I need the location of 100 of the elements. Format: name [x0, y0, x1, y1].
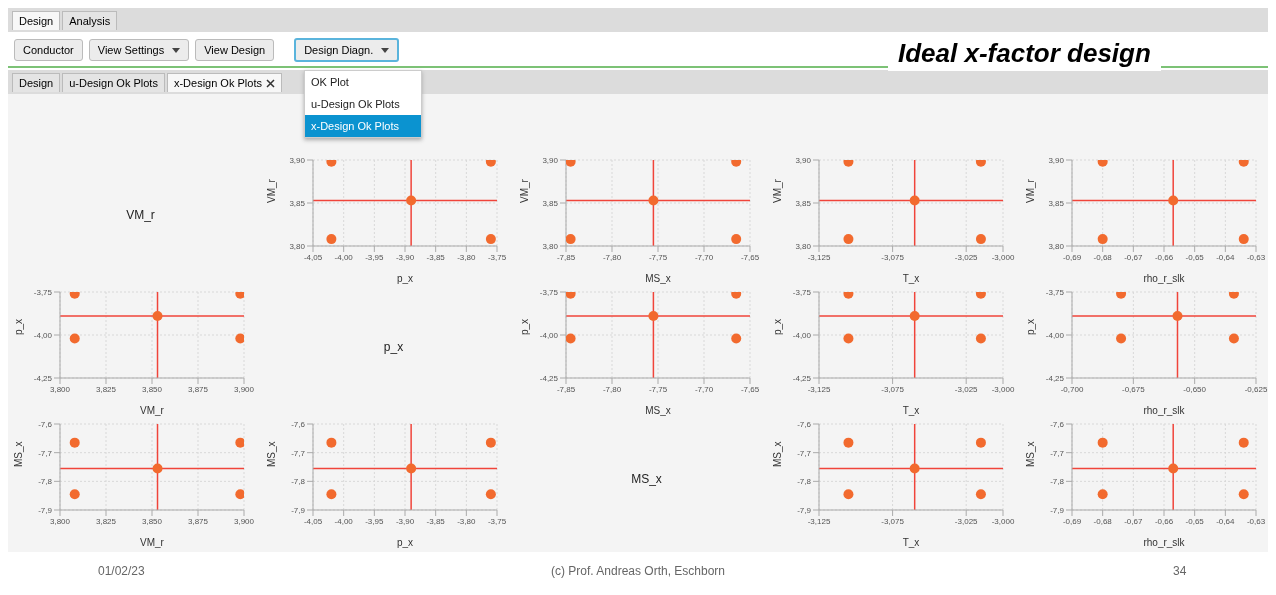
point — [235, 437, 244, 448]
y-tick-label: -7,7 — [38, 448, 53, 458]
x-tick-label: -0,65 — [1185, 252, 1205, 262]
y-axis-title: MS_x — [12, 441, 24, 467]
y-tick-label: 3,80 — [289, 241, 306, 251]
x-tick-label: -3,90 — [395, 252, 415, 262]
y-tick-label: -7,8 — [1050, 477, 1065, 487]
text: p_x — [382, 340, 405, 354]
y-axis-title: MS_x — [265, 441, 277, 467]
x-tick-label: -0,63 — [1246, 252, 1266, 262]
text: (c) Prof. Andreas Orth, Eschborn — [550, 564, 726, 578]
x-tick-label: -0,68 — [1093, 516, 1113, 526]
x-tick-label: -3,85 — [426, 516, 446, 526]
y-tick-label: -7,9 — [291, 505, 306, 515]
text: Analysis — [62, 11, 118, 30]
x-tick-label: -3,125 — [807, 384, 831, 394]
y-tick-label: 3,85 — [1048, 198, 1065, 208]
point — [909, 311, 920, 322]
y-tick-label: -4,25 — [539, 373, 559, 383]
y-tick-label: -3,75 — [33, 287, 53, 297]
y-axis-title: MS_x — [1024, 441, 1036, 467]
y-tick-label: -7,7 — [1050, 448, 1065, 458]
x-tick-label: -3,125 — [807, 516, 831, 526]
y-tick-label: 3,80 — [795, 241, 812, 251]
point — [326, 437, 337, 448]
y-tick-label: -7,8 — [291, 477, 306, 487]
point — [326, 489, 337, 500]
x-tick-label: -7,80 — [602, 384, 622, 394]
x-axis-title: MS_x — [645, 405, 671, 416]
x-tick-label: 3,900 — [233, 384, 255, 394]
x-tick-label: -3,80 — [457, 516, 476, 526]
y-tick-label: -4,25 — [792, 373, 812, 383]
x-tick-label: -3,075 — [881, 384, 905, 394]
x-tick-label: 3,800 — [49, 516, 71, 526]
y-tick-label: -4,00 — [539, 330, 559, 340]
point — [235, 333, 244, 344]
text: x-Design Ok Plots — [166, 73, 282, 92]
x-axis-title: p_x — [396, 537, 414, 548]
point — [1168, 195, 1179, 206]
y-tick-label: 3,80 — [1048, 241, 1065, 251]
point — [843, 489, 854, 500]
x-tick-label: -4,00 — [334, 516, 354, 526]
x-tick-label: -3,025 — [954, 516, 979, 526]
x-tick-label: -3,75 — [487, 252, 507, 262]
point — [1097, 234, 1108, 245]
point — [485, 489, 496, 500]
x-tick-label: -0,64 — [1216, 516, 1235, 526]
y-tick-label: 3,80 — [542, 241, 559, 251]
x-tick-label: -7,80 — [602, 252, 622, 262]
text: 34 — [1173, 564, 1187, 578]
text: Design — [12, 11, 61, 30]
x-axis-title: T_x — [902, 273, 920, 284]
text: x-Design Ok Plots — [305, 115, 421, 137]
point — [69, 333, 80, 344]
y-tick-label: -3,75 — [1045, 287, 1065, 297]
x-tick-label: -7,65 — [740, 384, 760, 394]
x-tick-label: -3,95 — [365, 252, 384, 262]
y-tick-label: 3,90 — [795, 155, 812, 165]
x-tick-label: -3,95 — [365, 516, 384, 526]
y-axis-title: p_x — [518, 318, 530, 335]
point — [152, 311, 163, 322]
y-tick-label: -7,6 — [291, 419, 306, 429]
point — [731, 234, 742, 245]
x-tick-label: -4,05 — [303, 252, 323, 262]
x-tick-label: 3,875 — [187, 384, 209, 394]
x-tick-label: -0,66 — [1154, 252, 1174, 262]
x-tick-label: -0,67 — [1124, 252, 1143, 262]
x-tick-label: -3,125 — [807, 252, 831, 262]
point — [152, 463, 163, 474]
x-tick-label: -7,85 — [556, 252, 576, 262]
x-tick-label: -7,65 — [740, 252, 760, 262]
text: View Design — [195, 39, 275, 61]
x-tick-label: 3,875 — [187, 516, 209, 526]
point — [975, 489, 986, 500]
point — [566, 234, 576, 245]
x-tick-label: -0,625 — [1244, 384, 1268, 394]
point — [843, 333, 854, 344]
point — [1238, 489, 1249, 500]
y-tick-label: -4,25 — [33, 373, 53, 383]
point — [485, 234, 496, 245]
x-axis-title: T_x — [902, 537, 920, 548]
x-axis-title: T_x — [902, 405, 920, 416]
x-tick-label: -0,63 — [1246, 516, 1266, 526]
x-axis-title: VM_r — [140, 537, 165, 548]
y-axis-title: VM_r — [771, 178, 783, 203]
x-tick-label: -0,69 — [1062, 252, 1082, 262]
x-axis-title: rho_r_slk — [1143, 273, 1186, 284]
x-axis-title: rho_r_slk — [1143, 537, 1186, 548]
x-axis-title: p_x — [396, 273, 414, 284]
point — [69, 437, 80, 448]
point — [406, 463, 417, 474]
x-tick-label: -3,025 — [954, 252, 979, 262]
point — [326, 234, 337, 245]
y-tick-label: 3,90 — [289, 155, 306, 165]
x-tick-label: -3,000 — [991, 252, 1015, 262]
x-tick-label: -3,075 — [881, 516, 905, 526]
text: Ideal x-factor design — [888, 36, 1161, 71]
point — [843, 437, 854, 448]
point — [1116, 333, 1127, 344]
x-axis-title: rho_r_slk — [1143, 405, 1186, 416]
